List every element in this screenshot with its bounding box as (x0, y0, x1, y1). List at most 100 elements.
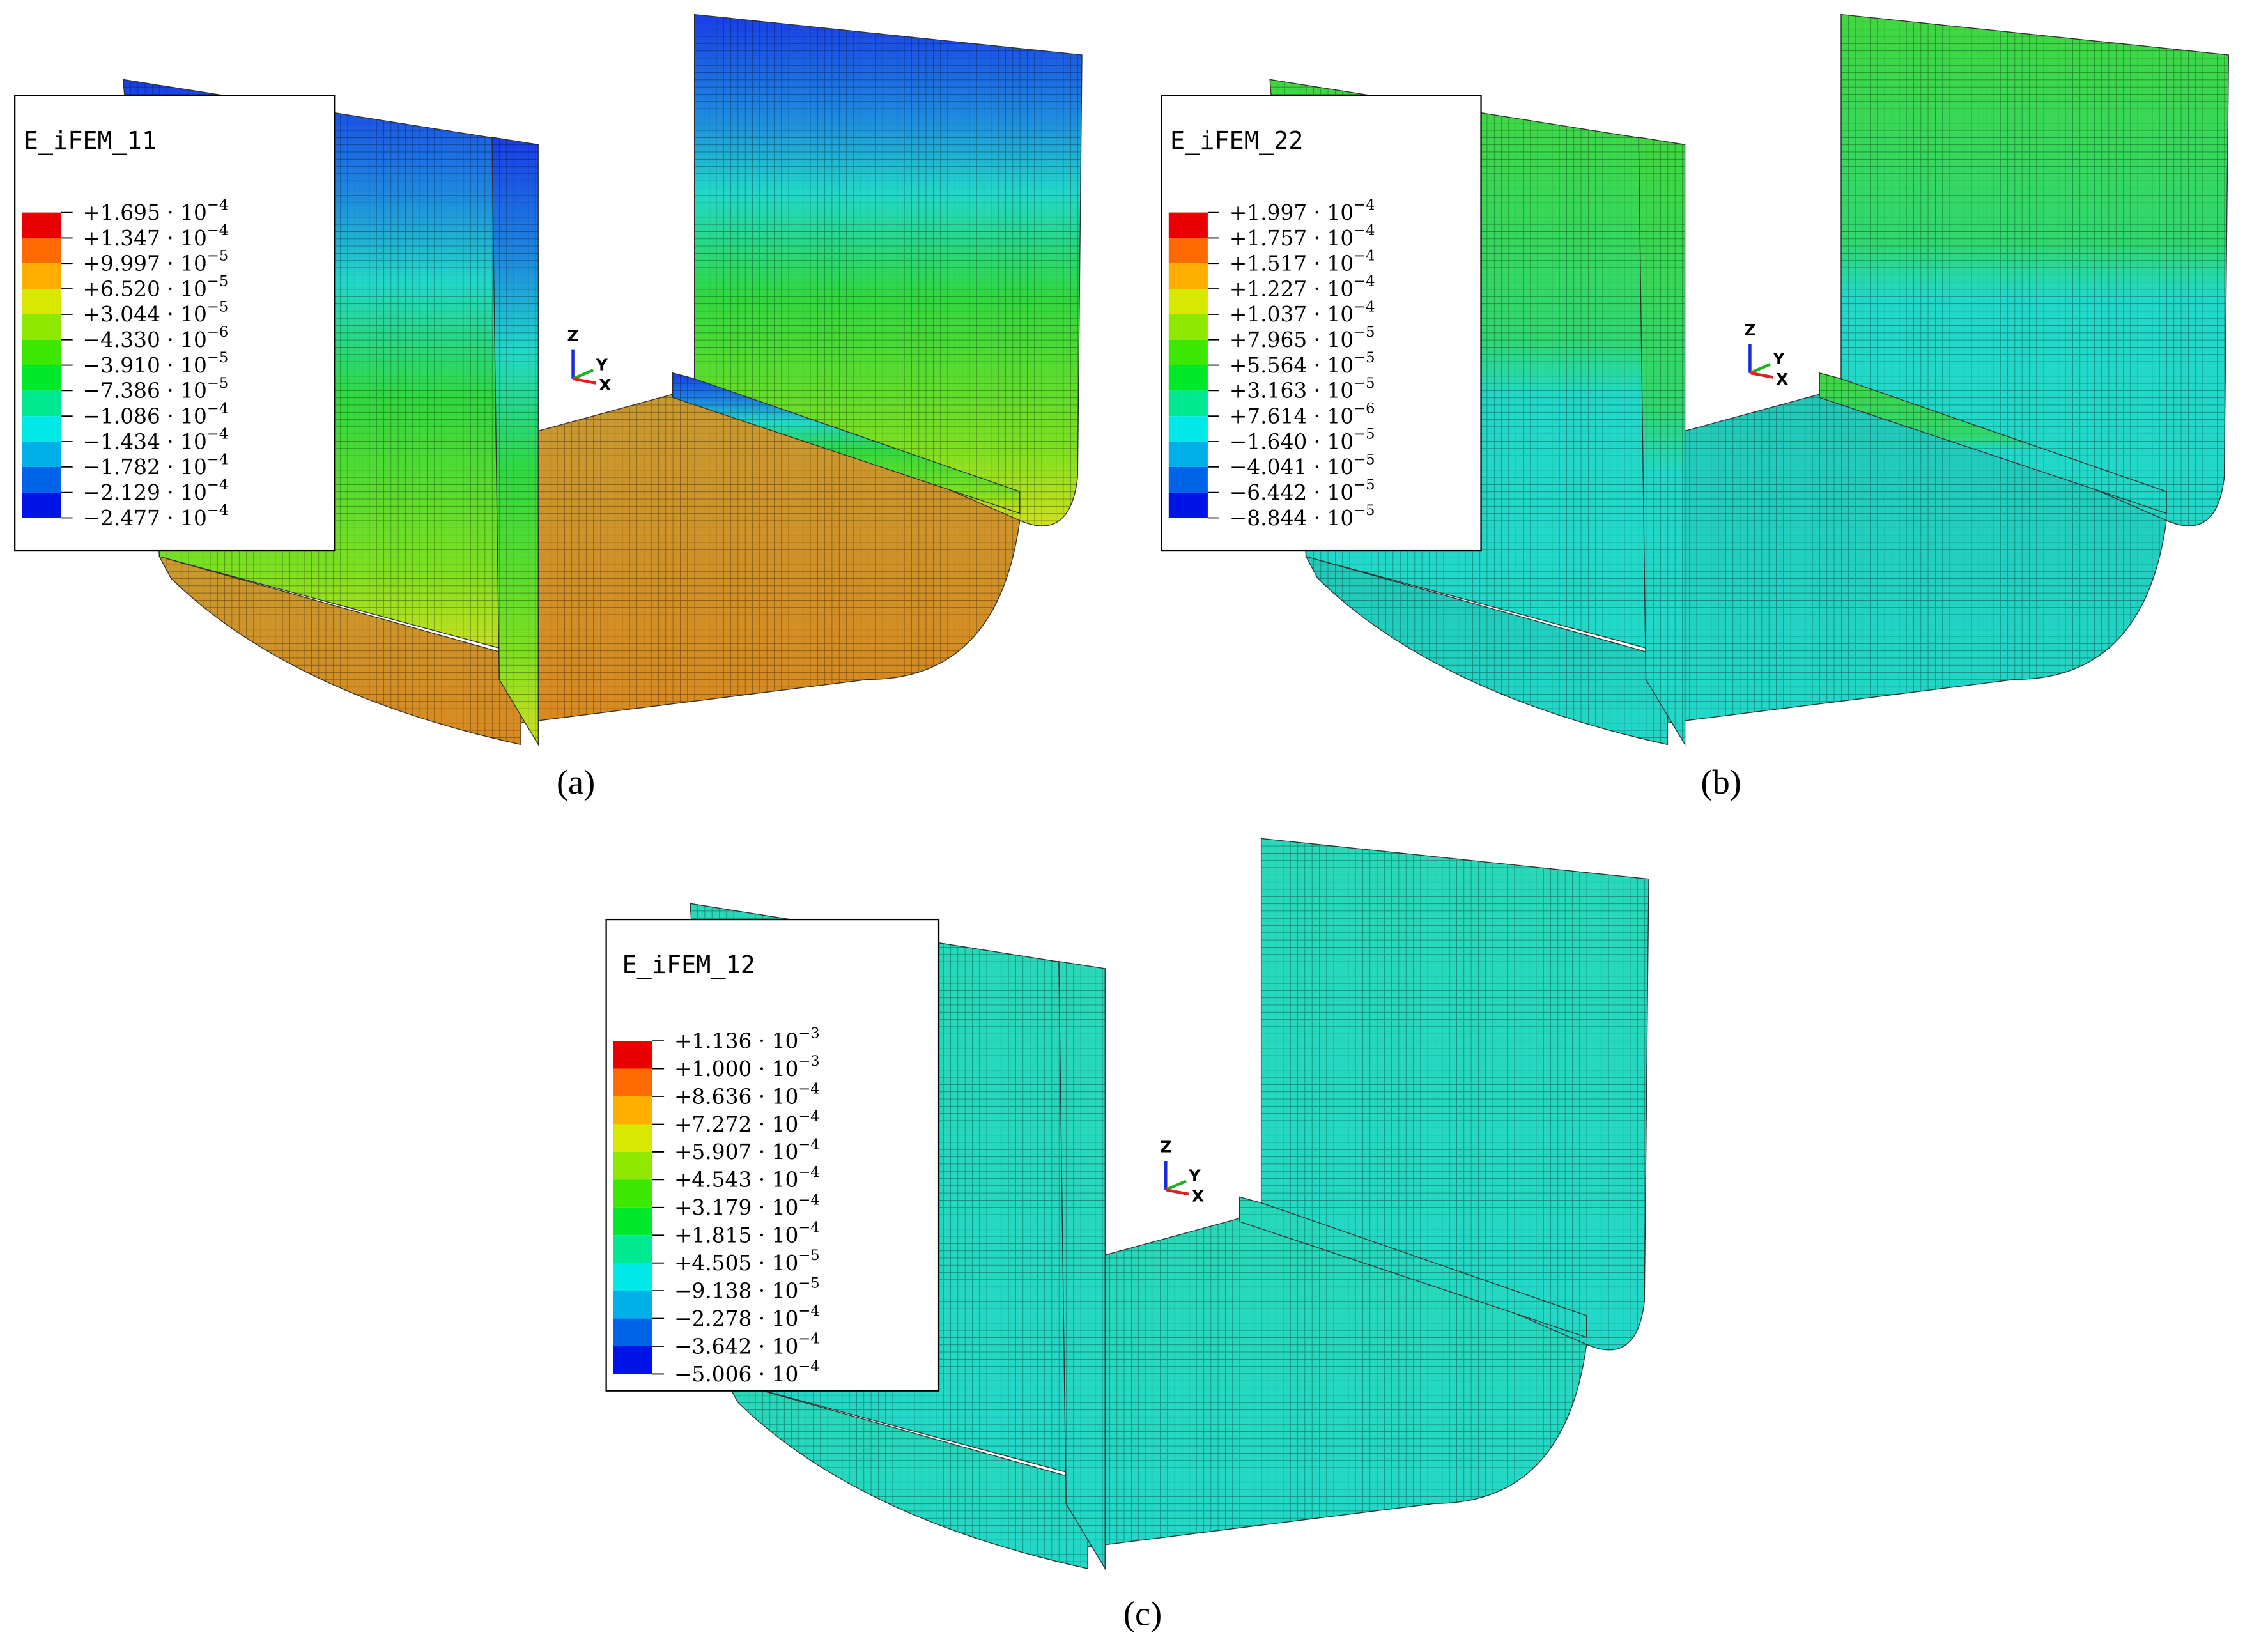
legend-swatch (613, 1068, 653, 1097)
legend-label: +4.505 · 10−5 (674, 1247, 820, 1275)
legend-exponent: −5 (1354, 324, 1375, 341)
legend-exponent: −5 (1354, 477, 1375, 493)
legend-box (1161, 95, 1482, 552)
legend-value: −2.278 · 10 (674, 1307, 798, 1331)
legend-value: −4.330 · 10 (83, 328, 207, 352)
bottom-curve-mesh (1306, 557, 1668, 745)
legend-label: +5.564 · 10−5 (1230, 349, 1375, 378)
legend-swatch (22, 492, 61, 518)
legend-exponent: −5 (798, 1247, 819, 1264)
legend-exponent: −5 (207, 375, 228, 392)
legend-exponent: −5 (1354, 502, 1375, 519)
legend-swatch (613, 1124, 653, 1152)
legend-swatch (613, 1235, 653, 1263)
left-stiffener-mesh (1058, 961, 1106, 1569)
legend-exponent: −4 (798, 1358, 819, 1375)
legend-swatch (1168, 212, 1208, 238)
legend-value: +4.543 · 10 (674, 1168, 798, 1192)
legend-value: +7.614 · 10 (1230, 404, 1354, 429)
caption: (a) (557, 763, 595, 801)
legend-label: +3.044 · 10−5 (83, 298, 229, 326)
legend-value: +3.044 · 10 (83, 302, 207, 326)
axis-label-z: Z (1744, 321, 1755, 339)
axis-label-z: Z (567, 326, 579, 345)
legend-label: +1.000 · 10−3 (674, 1053, 820, 1081)
legend-value: +1.000 · 10 (674, 1057, 798, 1081)
legend-exponent: −6 (1354, 401, 1375, 417)
legend-label: +7.614 · 10−6 (1230, 401, 1375, 429)
axis-y (1165, 1179, 1187, 1192)
axis-label-y: Y (596, 355, 608, 374)
legend-exponent: −4 (798, 1136, 819, 1153)
legend-exponent: −4 (207, 451, 228, 468)
legend-swatch (22, 365, 61, 391)
axis-x (573, 377, 597, 385)
legend-title: E_iFEM_12 (622, 951, 755, 979)
legend-value: +3.179 · 10 (674, 1195, 798, 1220)
axis-label-x: X (1192, 1186, 1204, 1205)
legend-label: +7.272 · 10−4 (674, 1109, 820, 1137)
legend-title: E_iFEM_22 (1170, 127, 1303, 155)
legend-swatch (22, 466, 61, 493)
legend-value: −9.138 · 10 (674, 1279, 798, 1303)
legend-exponent: −3 (798, 1053, 819, 1070)
legend-value: +3.163 · 10 (1230, 379, 1354, 403)
legend-label: −3.910 · 10−5 (83, 349, 229, 378)
legend-label: +1.815 · 10−4 (674, 1220, 820, 1248)
legend-label: −8.844 · 10−5 (1230, 502, 1375, 530)
axis-label-x: X (599, 376, 611, 394)
legend-swatch (1168, 263, 1208, 289)
legend-label: −2.477 · 10−4 (83, 502, 229, 530)
legend-swatch (22, 442, 61, 467)
legend-value: −1.434 · 10 (83, 429, 207, 454)
legend-exponent: −4 (798, 1303, 819, 1319)
legend-title: E_iFEM_11 (24, 127, 157, 155)
legend-exponent: −6 (207, 324, 228, 341)
stiffener-mesh (672, 372, 1020, 514)
legend-value: −7.386 · 10 (83, 379, 207, 403)
legend-swatch (22, 314, 61, 340)
legend-swatch (22, 212, 61, 238)
legend-exponent: −5 (1354, 375, 1375, 392)
legend-swatch (613, 1318, 653, 1347)
legend-box (14, 95, 336, 552)
legend-swatch (1168, 238, 1208, 264)
legend-exponent: −4 (798, 1081, 819, 1098)
legend-exponent: −5 (207, 273, 228, 290)
legend-exponent: −4 (207, 477, 228, 493)
legend-swatch (613, 1346, 653, 1374)
bottom-curve-mesh (726, 1380, 1088, 1569)
legend-swatch (613, 1041, 653, 1069)
legend-exponent: −5 (798, 1275, 819, 1292)
legend-value: −3.642 · 10 (674, 1334, 798, 1358)
legend-exponent: −4 (798, 1220, 819, 1236)
legend-swatch (1168, 492, 1208, 518)
legend-value: +7.272 · 10 (674, 1112, 798, 1137)
legend-value: +1.136 · 10 (674, 1029, 798, 1053)
legend-label: −7.386 · 10−5 (83, 375, 229, 403)
legend-exponent: −4 (1354, 248, 1375, 265)
legend-exponent: −4 (798, 1164, 819, 1181)
legend-label: −2.278 · 10−4 (674, 1303, 820, 1331)
axis-x (1749, 371, 1774, 379)
legend-swatch (1168, 390, 1208, 417)
legend-exponent: −3 (798, 1025, 819, 1042)
legend-swatch (1168, 442, 1208, 467)
legend-swatch (613, 1096, 653, 1125)
stiffener-mesh (1819, 372, 2167, 514)
legend-label: +5.907 · 10−4 (674, 1136, 820, 1164)
panel: E_iFEM_12+1.136 · 10−3+1.000 · 10−3+8.63… (605, 838, 1649, 1632)
legend-exponent: −4 (798, 1330, 819, 1347)
legend-value: −2.477 · 10 (83, 506, 207, 530)
legend-value: −1.782 · 10 (83, 455, 207, 479)
legend-value: −6.442 · 10 (1230, 480, 1354, 505)
axis-label-y: Y (1188, 1167, 1201, 1185)
legend-exponent: −4 (207, 426, 228, 443)
legend-value: −8.844 · 10 (1230, 506, 1354, 530)
legend-value: +1.517 · 10 (1230, 252, 1354, 276)
legend-swatch (1168, 314, 1208, 340)
axis-x (1165, 1188, 1189, 1196)
legend-exponent: −5 (207, 248, 228, 265)
legend-exponent: −4 (1354, 197, 1375, 213)
legend-label: +3.163 · 10−5 (1230, 375, 1375, 403)
